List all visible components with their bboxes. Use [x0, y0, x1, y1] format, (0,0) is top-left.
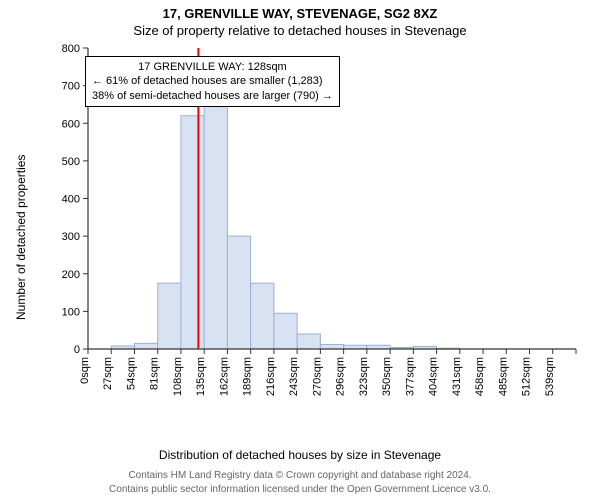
svg-text:800: 800 [62, 43, 80, 55]
y-axis-label: Number of detached properties [14, 155, 28, 320]
svg-text:189sqm: 189sqm [242, 357, 254, 396]
svg-text:323sqm: 323sqm [358, 357, 370, 396]
svg-text:350sqm: 350sqm [381, 357, 393, 396]
svg-text:27sqm: 27sqm [102, 357, 114, 390]
svg-text:135sqm: 135sqm [195, 357, 207, 396]
svg-text:600: 600 [62, 118, 80, 130]
footer-line-1: Contains HM Land Registry data © Crown c… [0, 469, 600, 483]
svg-text:296sqm: 296sqm [335, 357, 347, 396]
svg-text:270sqm: 270sqm [311, 357, 323, 396]
svg-text:539sqm: 539sqm [544, 357, 556, 396]
chart-title: 17, GRENVILLE WAY, STEVENAGE, SG2 8XZ [0, 0, 600, 21]
svg-text:458sqm: 458sqm [474, 357, 486, 396]
chart-subtitle: Size of property relative to detached ho… [0, 21, 600, 38]
svg-text:243sqm: 243sqm [288, 357, 300, 396]
svg-text:216sqm: 216sqm [265, 357, 277, 396]
svg-text:81sqm: 81sqm [149, 357, 161, 390]
x-axis-label: Distribution of detached houses by size … [0, 448, 600, 462]
svg-text:108sqm: 108sqm [172, 357, 184, 396]
svg-text:100: 100 [62, 306, 80, 318]
footer: Contains HM Land Registry data © Crown c… [0, 469, 600, 496]
svg-text:700: 700 [62, 81, 80, 93]
svg-text:512sqm: 512sqm [521, 357, 533, 396]
info-line-2: ← 61% of detached houses are smaller (1,… [92, 74, 333, 88]
info-line-3: 38% of semi-detached houses are larger (… [92, 89, 333, 103]
info-box: 17 GRENVILLE WAY: 128sqm ← 61% of detach… [85, 56, 340, 107]
svg-text:300: 300 [62, 231, 80, 243]
svg-text:500: 500 [62, 156, 80, 168]
svg-text:404sqm: 404sqm [428, 357, 440, 396]
footer-line-2: Contains public sector information licen… [0, 483, 600, 497]
svg-text:162sqm: 162sqm [218, 357, 230, 396]
svg-text:377sqm: 377sqm [404, 357, 416, 396]
svg-text:485sqm: 485sqm [497, 357, 509, 396]
svg-text:0: 0 [74, 344, 80, 356]
svg-text:0sqm: 0sqm [79, 357, 91, 384]
info-line-1: 17 GRENVILLE WAY: 128sqm [92, 60, 333, 74]
svg-text:400: 400 [62, 194, 80, 206]
svg-text:431sqm: 431sqm [451, 357, 463, 396]
svg-text:54sqm: 54sqm [125, 357, 137, 390]
svg-text:200: 200 [62, 269, 80, 281]
